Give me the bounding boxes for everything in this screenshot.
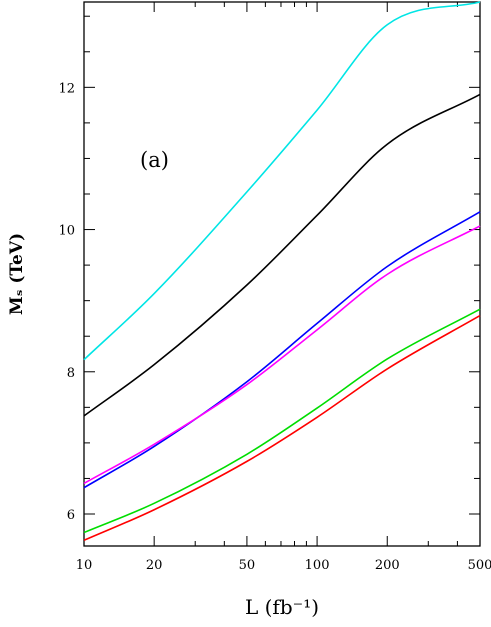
axis-ticks (83, 2, 481, 546)
series-line-6 (83, 314, 481, 542)
y-axis-title: Mₛ (TeV) (7, 233, 27, 315)
series-line-2 (83, 93, 481, 417)
plot-frame (83, 1, 481, 547)
y-tick-label: 6 (67, 508, 75, 523)
x-tick-label: 200 (375, 558, 400, 573)
x-tick-label: 50 (239, 558, 256, 573)
x-tick-label: 20 (146, 558, 163, 573)
axis-tick-labels: 10 20 50 100 200 500 6 8 10 12 (58, 81, 491, 573)
x-axis-title: L (fb⁻¹) (245, 595, 319, 619)
y-tick-label: 10 (58, 224, 75, 239)
series-line-5 (83, 308, 481, 534)
y-tick-label: 12 (58, 81, 75, 96)
y-tick-label: 8 (67, 366, 75, 381)
panel-label: (a) (140, 148, 169, 172)
x-tick-label: 10 (76, 558, 93, 573)
x-tick-label: 100 (305, 558, 330, 573)
series-group (83, 1, 481, 542)
series-line-1 (83, 1, 481, 361)
x-tick-label: 500 (468, 558, 491, 573)
series-line-4 (83, 225, 481, 485)
series-line-3 (83, 211, 481, 489)
